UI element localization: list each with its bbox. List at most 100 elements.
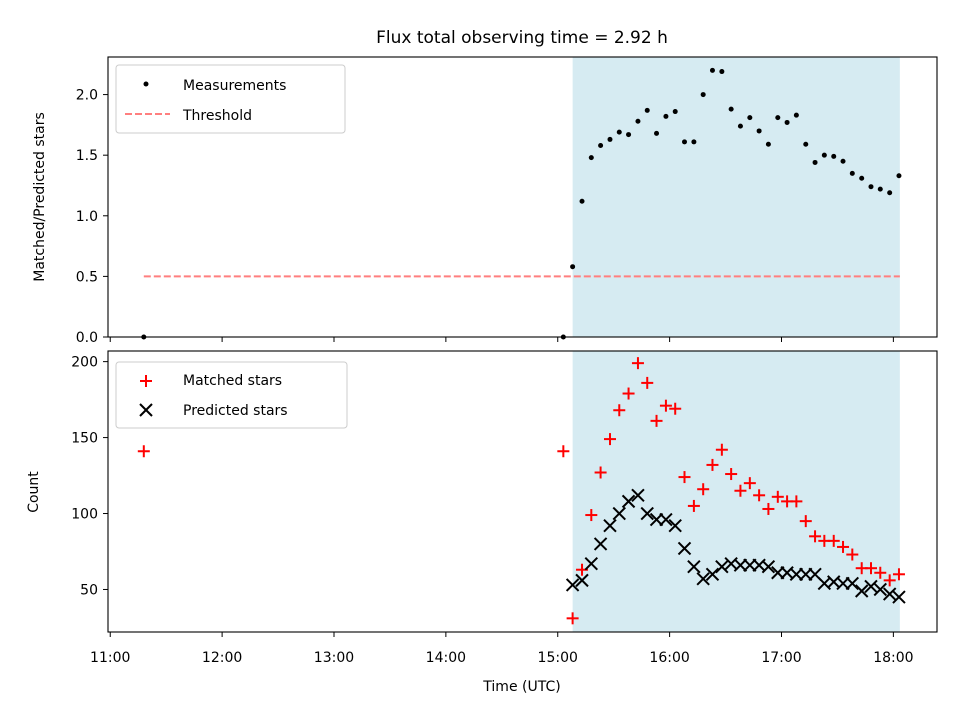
measurement-point xyxy=(607,136,613,142)
measurement-point xyxy=(840,158,846,164)
matched-star-point xyxy=(892,568,905,581)
matched-star-point xyxy=(659,399,672,412)
predicted-star-point xyxy=(584,556,599,571)
matched-star-point xyxy=(771,490,784,503)
bottom-y-tick-label: 150 xyxy=(71,431,98,447)
matched-star-point xyxy=(743,477,756,490)
predicted-star-point xyxy=(575,573,589,588)
bottom-panel: 50 100 150 200 11:00 12:00 13:00 14:00 15:00 16:… xyxy=(26,350,938,695)
matched-star-point xyxy=(725,468,738,481)
matched-star-point xyxy=(650,414,663,427)
top-y-ticks: 0.0 0.5 1.0 1.5 2.0 xyxy=(76,88,108,346)
matched-star-point xyxy=(585,509,598,522)
matched-star-point xyxy=(566,612,579,625)
measurement-point xyxy=(691,139,697,145)
top-y-tick-label: 0.0 xyxy=(76,330,98,346)
matched-star-point xyxy=(715,443,728,456)
top-x-ticks xyxy=(109,337,894,342)
matched-star-point xyxy=(594,466,607,479)
measurement-point xyxy=(728,106,734,112)
bottom-y-tick-label: 50 xyxy=(80,582,98,598)
x-tick-label: 18:00 xyxy=(873,650,913,666)
predicted-star-point xyxy=(565,578,580,592)
predicted-star-point xyxy=(668,518,682,533)
measurement-point xyxy=(579,198,585,204)
top-panel: 0.00.51.01.52.0 Matched/Predicted stars … xyxy=(32,56,938,346)
measurement-point xyxy=(709,67,715,73)
top-observing-span xyxy=(572,57,900,337)
measurement-point xyxy=(616,129,622,135)
measurement-point xyxy=(775,115,781,121)
figure-title: Flux total observing time = 2.92 h xyxy=(376,28,668,48)
x-tick-label: 14:00 xyxy=(426,650,466,666)
legend-matched-label: Matched stars xyxy=(183,373,282,389)
predicted-star-point xyxy=(882,587,897,601)
top-legend-box xyxy=(115,64,346,134)
measurement-point xyxy=(803,141,809,147)
matched-star-point xyxy=(864,562,877,575)
bottom-legend-box xyxy=(115,361,348,429)
measurement-point xyxy=(663,113,669,119)
matched-star-point xyxy=(669,402,682,415)
legend-threshold-label: Threshold xyxy=(182,108,252,124)
bottom-y-tick-label: 200 xyxy=(71,355,98,371)
bottom-legend: Matched stars Predicted stars xyxy=(115,361,348,429)
measurement-point xyxy=(793,112,799,118)
legend-matched-marker xyxy=(140,375,152,387)
bottom-x-ticks: 11:00 12:00 13:00 14:00 15:00 16:00 17:00 18:00 xyxy=(90,632,914,666)
measurement-point xyxy=(635,118,641,124)
matched-star-point xyxy=(837,540,850,553)
predicted-star-point xyxy=(612,506,626,521)
bottom-y-ticks: 50 100 150 200 xyxy=(71,355,108,598)
measurement-point xyxy=(896,173,902,179)
predicted-star-point xyxy=(640,506,654,521)
x-tick-label: 11:00 xyxy=(90,650,130,666)
predicted-star-point xyxy=(715,559,729,574)
legend-predicted-marker xyxy=(139,403,153,417)
matched-star-point xyxy=(827,534,840,547)
measurement-point xyxy=(831,153,837,159)
predicted-star-point xyxy=(621,494,636,509)
predicted-star-point xyxy=(761,559,776,574)
measurement-point xyxy=(765,141,771,147)
predicted-star-point xyxy=(677,541,692,556)
matched-star-point xyxy=(613,404,626,417)
measurement-point xyxy=(626,132,632,138)
matched-star-point xyxy=(687,499,700,512)
x-tick-label: 15:00 xyxy=(538,650,578,666)
measurement-point xyxy=(141,334,147,340)
matched-star-point xyxy=(603,433,616,446)
measurement-point xyxy=(719,69,725,75)
measurements-points xyxy=(141,67,902,340)
top-y-axis-label: Matched/Predicted stars xyxy=(32,112,48,282)
predicted-star-point xyxy=(593,537,608,551)
measurement-point xyxy=(849,170,855,176)
bottom-plot-frame xyxy=(107,350,938,633)
measurement-point xyxy=(654,130,660,136)
predicted-star-point xyxy=(845,576,860,591)
measurement-point xyxy=(588,155,594,161)
matched-star-point xyxy=(846,548,859,561)
measurement-point xyxy=(812,159,818,165)
matched-star-point xyxy=(641,376,654,389)
matched-star-point xyxy=(874,566,887,579)
x-tick-label: 17:00 xyxy=(761,650,801,666)
predicted-star-point xyxy=(603,518,617,533)
predicted-star-point xyxy=(705,567,720,581)
x-axis-label: Time (UTC) xyxy=(482,679,560,695)
measurement-point xyxy=(747,115,753,121)
matched-star-point xyxy=(809,530,822,543)
top-legend: Measurements Threshold xyxy=(115,64,346,134)
measurement-point xyxy=(737,123,743,129)
predicted-star-point xyxy=(864,579,878,594)
predicted-star-point xyxy=(631,488,645,503)
matched-star-point xyxy=(706,458,719,471)
measurement-point xyxy=(560,334,566,340)
top-y-tick-label: 1.5 xyxy=(76,148,98,164)
top-y-tick-label: 1.0 xyxy=(76,209,98,225)
matched-star-point xyxy=(622,387,635,400)
predicted-stars-points xyxy=(565,488,906,604)
predicted-star-point xyxy=(855,584,869,598)
top-plot-frame xyxy=(107,56,938,338)
measurement-point xyxy=(598,142,604,148)
